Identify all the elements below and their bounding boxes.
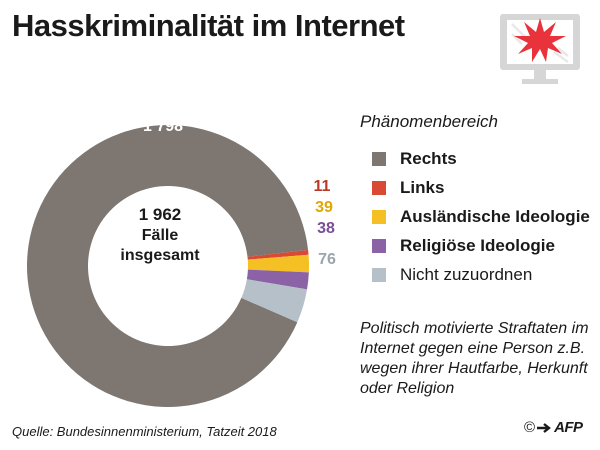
legend-label: Religiöse Ideologie (400, 235, 555, 255)
slice-rechts (26, 125, 309, 408)
afp-logo: AFP (554, 419, 583, 436)
footnote: Politisch motivierte Straftaten im Inter… (360, 320, 589, 397)
slice-value-label: 11 (314, 178, 331, 195)
afp-credit: © AFP (524, 419, 583, 436)
legend-label: Links (400, 177, 445, 197)
slice-value-label: 39 (315, 199, 333, 216)
legend-item: Ausländische Ideologie (372, 202, 590, 231)
slice-value-label: 76 (318, 251, 336, 268)
slice-ausländische-ideologie (247, 254, 309, 273)
legend-swatch (372, 238, 386, 253)
legend-title: Phänomenbereich (360, 112, 498, 131)
slice-religiöse-ideologie (246, 269, 309, 290)
legend-item: Religiöse Ideologie (372, 231, 590, 260)
copyright-symbol: © (524, 419, 536, 436)
legend-swatch (372, 151, 386, 166)
afp-arrow-icon (537, 422, 551, 433)
legend-item: Rechts (372, 144, 590, 173)
source-text: Quelle: Bundesinnenministerium, Tatzeit … (12, 424, 277, 439)
chart-title: Hasskriminalität im Internet (12, 8, 405, 43)
slice-value-label: 1 798 (143, 118, 183, 135)
legend-item: Links (372, 173, 590, 202)
legend-swatch (372, 209, 386, 224)
slice-links (247, 249, 309, 260)
legend-label: Ausländische Ideologie (400, 206, 590, 226)
legend-swatch (372, 180, 386, 195)
center-label-line2: insgesamt (120, 247, 200, 264)
slice-value-label: 38 (317, 220, 335, 237)
monitor-explosion-icon (500, 14, 580, 84)
legend: Rechts Links Ausländische Ideologie Religiö… (372, 144, 590, 289)
center-label-line1: Fälle (142, 227, 179, 244)
legend-label: Rechts (400, 148, 457, 168)
slice-nicht-zuzuordnen (241, 279, 308, 323)
legend-item: Nicht zuzuordnen (372, 260, 590, 289)
legend-label: Nicht zuzuordnen (400, 264, 533, 284)
center-total: 1 962 (139, 205, 182, 224)
legend-swatch (372, 267, 386, 282)
